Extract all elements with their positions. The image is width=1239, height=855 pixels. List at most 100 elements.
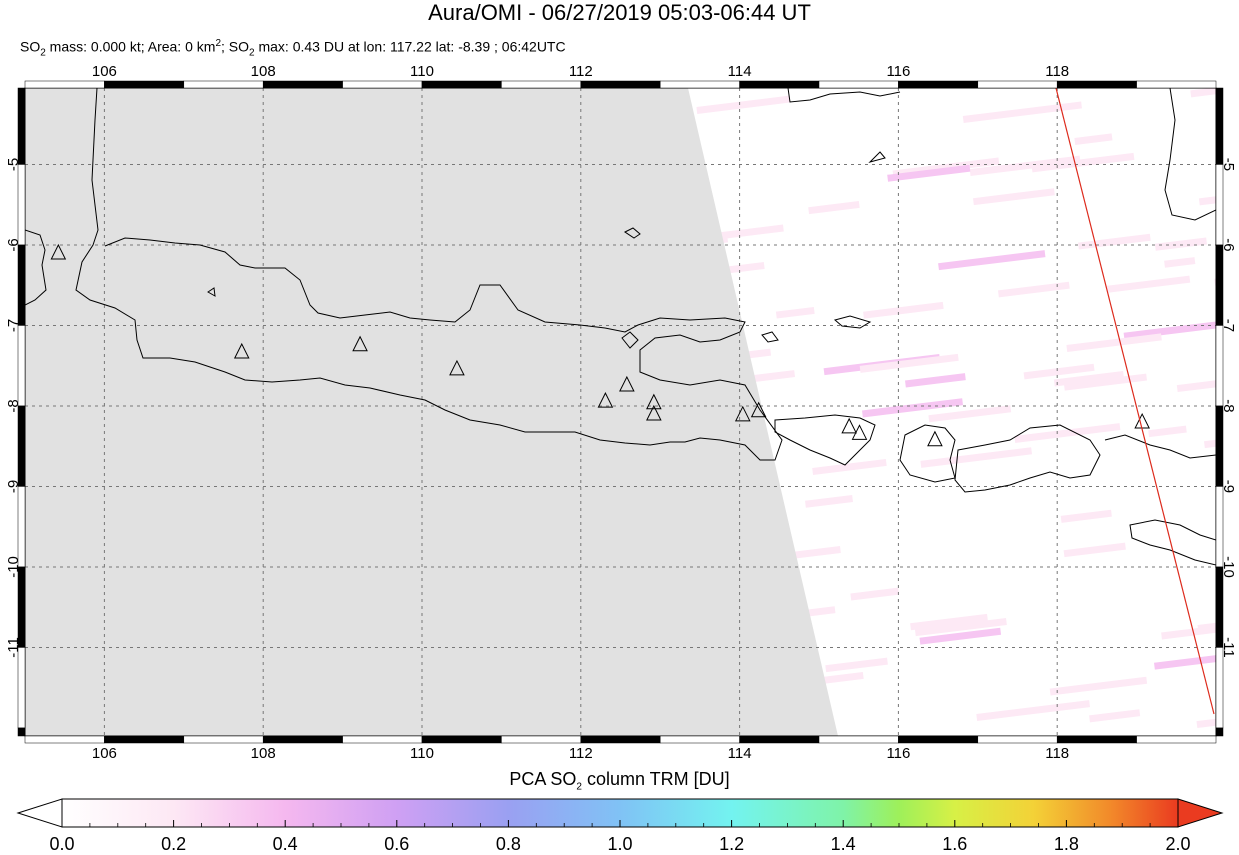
island [833,315,872,329]
lon-tick-label-top: 114 [728,63,752,80]
triangle-icon [619,375,635,392]
lat-tick-label-right: -6 [1220,238,1237,251]
so2-stripe [920,447,1033,468]
sumatra-coastline [25,229,47,306]
frame-bar-top [1136,80,1217,89]
lat-tick-label-left: -8 [5,399,22,412]
lon-tick-label-bottom: 112 [569,745,593,762]
triangle-icon [734,405,751,422]
subtitle-part: max: 0.43 DU at lon: 117.22 lat: -8.39 ;… [254,38,566,55]
triangle-icon [352,335,368,352]
so2-stripe [1074,133,1113,145]
frame-bar-top [501,80,582,89]
lat-tick-label-left: -11 [5,637,22,658]
colorbar-title-subscript: 2 [576,781,582,793]
frame-bar-top [580,80,661,89]
so2-stripe [812,458,887,475]
so2-stripe [887,164,971,182]
colorbar-title: PCA SO2 column TRM [DU] [0,768,1239,799]
frame-bar-top [659,80,740,89]
lon-tick-label-top: 112 [569,63,593,80]
so2-stripe [938,250,1046,271]
frame-bar-bottom [898,735,979,744]
so2-stripe [805,495,853,508]
frame-bar-top [898,80,979,89]
lon-tick-label-bottom: 110 [410,745,434,762]
lat-tick-label-right: -5 [1220,158,1237,171]
frame-bar-bottom [659,735,740,744]
lat-tick-label-right: -11 [1220,637,1237,658]
colorbar-tick-label: 0.0 [49,834,75,854]
so2-stripe [862,398,964,418]
map-title: Aura/OMI - 06/27/2019 05:03-06:44 UT [428,0,811,25]
frame-bar-left [17,486,26,568]
subtitle-superscript: 2 [215,38,221,49]
frame-bar-top [421,80,502,89]
triangle-icon [750,401,767,418]
lon-tick-label-bottom: 106 [92,745,117,762]
lon-tick-label-top: 118 [1045,63,1069,80]
so2-stripe [928,405,1012,423]
frame-bar-top [262,80,343,89]
axis-tick-labels: 106 106 108 108 110 110 112 112 114 114 116 116 118 1… [5,63,1237,762]
colorbar-tick-label: 0.2 [161,834,187,854]
lon-tick-label-top: 110 [410,63,434,80]
island [761,331,779,343]
frame-bar-top [1056,80,1137,89]
colorbar [16,798,1224,828]
frame-bar-left [17,566,26,648]
frame-bar-bottom [818,735,899,744]
so2-stripe [859,353,959,373]
so2-stripe [919,627,1002,645]
borneo-coastline [787,88,901,103]
so2-stripe [905,373,966,388]
frame-bar-right [1215,486,1224,568]
no-data-region [25,88,838,736]
so2-stripe [1148,425,1187,438]
lon-tick-label-bottom: 108 [251,745,276,762]
frame-bar-bottom [342,735,423,744]
frame-bar-right [1215,325,1224,407]
bali-coastline [774,414,876,466]
volcano-markers [50,243,1150,447]
lombok-coastline [899,424,956,483]
lat-tick-label-right: -10 [1220,556,1237,578]
frame-bar-top [24,80,105,89]
triangle-icon [233,342,250,359]
frame-bar-top [739,80,820,89]
frame-bar-left [17,647,26,729]
map-subtitle: SO2 mass: 0.000 kt; Area: 0 km2; SO2 max… [20,36,566,61]
lon-tick-label-top: 106 [92,63,117,80]
frame-bar-bottom [183,735,264,744]
so2-stripe [1066,333,1162,352]
orbit-track-line [1055,88,1215,715]
triangle-icon [851,424,868,440]
frame-bar-left [17,87,26,165]
frame-bar-top [342,80,423,89]
frame-bar-bottom [580,735,661,744]
colorbar-tick-label: 0.6 [384,834,410,854]
so2-stripe [775,306,815,319]
triangle-icon [646,393,662,410]
lon-tick-label-bottom: 116 [886,745,910,762]
frame-bar-bottom [262,735,343,744]
so2-stripe [997,281,1070,298]
subtitle-subscript: 2 [40,47,46,59]
lat-tick-label-left: -9 [5,480,22,493]
so2-stripe [1063,542,1126,558]
frame-bar-left [17,405,26,487]
lat-tick-label-left: -10 [5,556,22,578]
so2-stripe [1053,371,1124,387]
lat-tick-label-right: -8 [1220,399,1237,412]
colorbar-min-arrow [16,798,63,828]
lat-tick-label-right: -9 [1220,480,1237,493]
frame-bar-bottom [421,735,502,744]
frame-bar-right [1215,647,1224,729]
so2-stripe [1164,257,1196,268]
lat-tick-label-left: -6 [5,238,22,251]
frame-bar-bottom [739,735,820,744]
frame-bar-top [818,80,899,89]
lat-tick-label-right: -7 [1220,319,1237,332]
colorbar-tick-label: 1.2 [719,834,745,854]
